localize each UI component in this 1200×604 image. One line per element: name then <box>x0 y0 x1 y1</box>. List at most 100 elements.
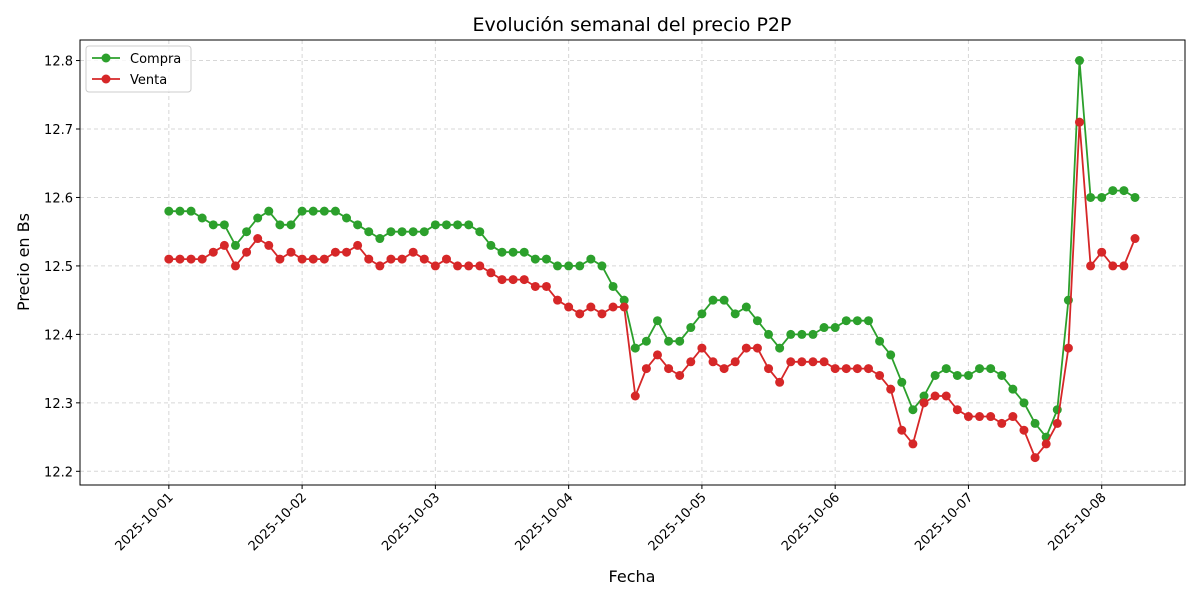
data-point-venta <box>441 254 451 264</box>
data-point-venta <box>164 254 174 264</box>
data-point-venta <box>1130 234 1140 244</box>
data-point-venta <box>342 247 352 257</box>
grid <box>80 40 1185 485</box>
data-point-venta <box>330 247 340 257</box>
data-point-venta <box>541 281 551 291</box>
data-point-venta <box>764 364 774 374</box>
data-point-compra <box>752 316 762 326</box>
data-point-compra <box>1119 186 1129 196</box>
data-point-venta <box>963 412 973 422</box>
data-point-compra <box>908 405 918 415</box>
plot-frame <box>79 39 1186 486</box>
data-point-compra <box>941 364 951 374</box>
data-point-compra <box>330 206 340 216</box>
data-point-compra <box>564 261 574 271</box>
data-point-venta <box>364 254 374 264</box>
y-axis: 12.2 12.3 12.4 12.5 12.6 12.7 12.8 <box>44 55 80 480</box>
data-point-compra <box>364 227 374 237</box>
data-point-venta <box>553 295 563 305</box>
data-point-venta <box>375 261 385 271</box>
x-tick-label: 2025-10-08 <box>1045 490 1109 554</box>
data-point-compra <box>708 295 718 305</box>
data-point-venta <box>730 357 740 367</box>
data-point-venta <box>197 254 207 264</box>
data-point-venta <box>1052 418 1062 428</box>
data-point-venta <box>630 391 640 401</box>
data-point-venta <box>1019 425 1029 435</box>
series-compra <box>164 56 1140 442</box>
data-point-compra <box>219 220 229 230</box>
data-point-compra <box>297 206 307 216</box>
data-point-compra <box>453 220 463 230</box>
data-point-venta <box>353 240 363 250</box>
data-point-compra <box>686 323 696 333</box>
data-point-compra <box>319 206 329 216</box>
data-point-venta <box>175 254 185 264</box>
x-tick-label: 2025-10-02 <box>246 490 310 554</box>
data-point-venta <box>1074 117 1084 127</box>
data-point-venta <box>930 391 940 401</box>
data-point-venta <box>519 275 529 285</box>
data-point-venta <box>586 302 596 312</box>
data-point-compra <box>719 295 729 305</box>
x-tick-label: 2025-10-01 <box>113 490 177 554</box>
data-point-compra <box>464 220 474 230</box>
data-point-compra <box>975 364 985 374</box>
data-point-compra <box>430 220 440 230</box>
data-point-compra <box>997 370 1007 380</box>
data-point-venta <box>186 254 196 264</box>
data-point-compra <box>730 309 740 319</box>
data-point-venta <box>1041 439 1051 449</box>
data-point-venta <box>419 254 429 264</box>
chart-title: Evolución semanal del precio P2P <box>473 14 792 36</box>
y-tick-label: 12.8 <box>44 55 73 70</box>
data-point-venta <box>708 357 718 367</box>
data-point-venta <box>286 247 296 257</box>
data-point-venta <box>386 254 396 264</box>
data-point-venta <box>841 364 851 374</box>
data-point-compra <box>930 370 940 380</box>
data-point-venta <box>652 350 662 360</box>
data-point-compra <box>1074 56 1084 66</box>
data-point-venta <box>575 309 585 319</box>
data-point-venta <box>664 364 674 374</box>
data-point-compra <box>952 370 962 380</box>
data-point-compra <box>619 295 629 305</box>
data-point-venta <box>230 261 240 271</box>
data-point-compra <box>475 227 485 237</box>
legend-venta-label: Venta <box>130 73 167 88</box>
data-point-compra <box>375 234 385 244</box>
data-point-venta <box>697 343 707 353</box>
data-point-venta <box>597 309 607 319</box>
data-point-compra <box>1030 418 1040 428</box>
data-point-venta <box>752 343 762 353</box>
data-point-compra <box>897 377 907 387</box>
data-point-venta <box>508 275 518 285</box>
data-point-venta <box>397 254 407 264</box>
data-point-venta <box>863 364 873 374</box>
data-point-compra <box>797 329 807 339</box>
data-point-venta <box>319 254 329 264</box>
data-point-compra <box>786 329 796 339</box>
data-point-compra <box>541 254 551 264</box>
data-point-venta <box>608 302 618 312</box>
legend-compra-label: Compra <box>130 52 181 67</box>
data-point-compra <box>275 220 285 230</box>
data-point-venta <box>208 247 218 257</box>
data-point-venta <box>264 240 274 250</box>
data-point-compra <box>586 254 596 264</box>
data-point-compra <box>497 247 507 257</box>
series-layer <box>164 56 1140 463</box>
data-point-compra <box>841 316 851 326</box>
data-point-compra <box>597 261 607 271</box>
series-line-compra <box>168 60 1136 439</box>
y-tick-label: 12.5 <box>44 260 73 275</box>
data-point-venta <box>430 261 440 271</box>
data-point-compra <box>530 254 540 264</box>
data-point-compra <box>230 240 240 250</box>
data-point-venta <box>641 364 651 374</box>
data-point-compra <box>575 261 585 271</box>
data-point-venta <box>852 364 862 374</box>
data-point-compra <box>342 213 352 223</box>
legend-venta-marker <box>101 74 111 84</box>
